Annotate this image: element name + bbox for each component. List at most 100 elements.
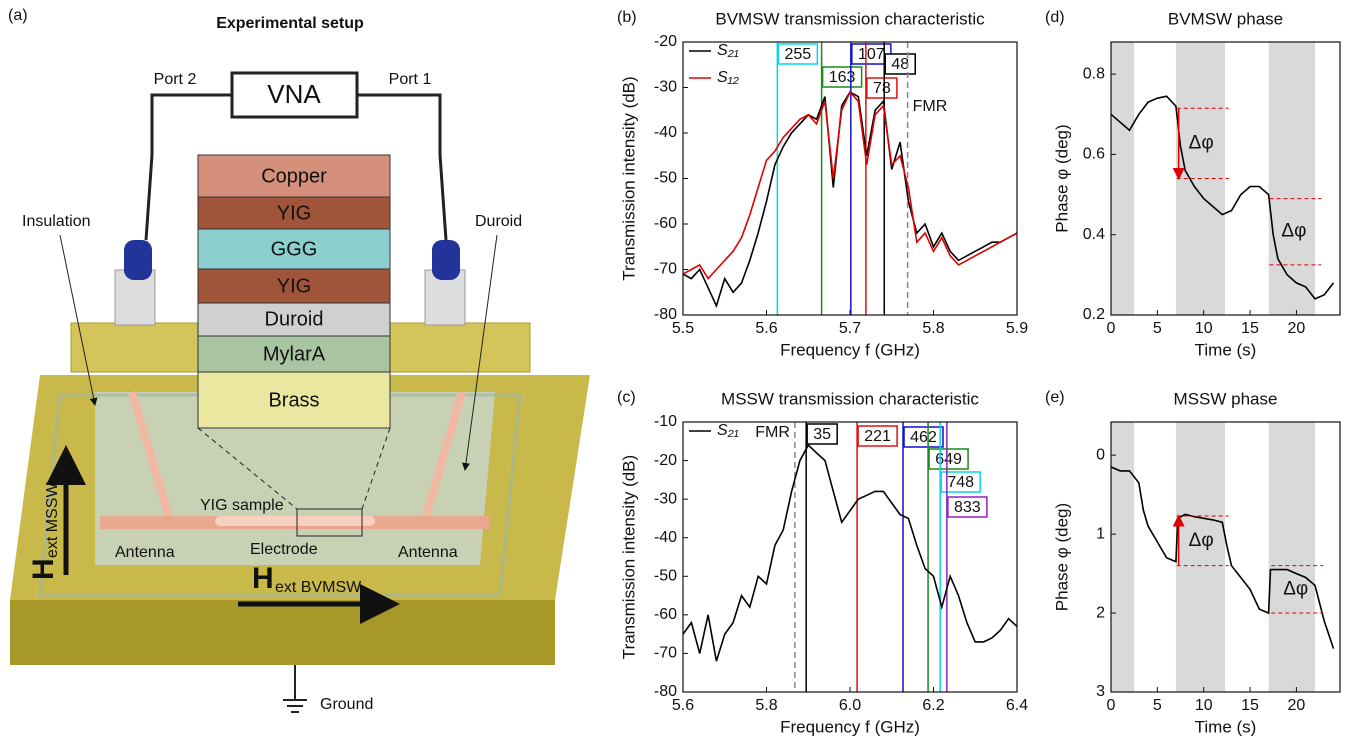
marker-label: 833 bbox=[954, 499, 981, 516]
annotation-label: Δφ bbox=[1189, 132, 1214, 153]
x-tick-label: 10 bbox=[1195, 320, 1213, 337]
y-tick-label: -20 bbox=[654, 33, 677, 50]
electrode-label: Electrode bbox=[250, 541, 318, 558]
ground-label: Ground bbox=[320, 696, 373, 713]
y-tick-label: 0.8 bbox=[1083, 65, 1105, 82]
y-tick-label: 0.6 bbox=[1083, 146, 1105, 163]
layer-label: MylarA bbox=[263, 343, 326, 365]
y-tick-label: -30 bbox=[654, 79, 677, 96]
connector-cap bbox=[124, 240, 152, 280]
x-tick-label: 15 bbox=[1241, 320, 1259, 337]
y-tick-label: 0.2 bbox=[1083, 306, 1105, 323]
x-tick-label: 15 bbox=[1241, 697, 1259, 714]
x-tick-label: 5.8 bbox=[755, 697, 777, 714]
marker-label: 107 bbox=[858, 46, 885, 63]
panel-label: (c) bbox=[617, 389, 636, 406]
panel-label: (a) bbox=[8, 7, 28, 24]
legend-label: S₂₁ bbox=[717, 42, 739, 59]
x-tick-label: 20 bbox=[1288, 320, 1306, 337]
insulation-label: Insulation bbox=[22, 213, 91, 230]
x-axis-title: Frequency f (GHz) bbox=[780, 340, 920, 359]
series-line bbox=[683, 92, 1017, 306]
x-tick-label: 6.2 bbox=[922, 697, 944, 714]
marker-label: 649 bbox=[935, 451, 962, 468]
antenna-label: Antenna bbox=[115, 544, 175, 561]
y-axis-title: Phase φ (deg) bbox=[1052, 124, 1071, 232]
annotation-label: Δφ bbox=[1283, 578, 1308, 599]
layer-label: GGG bbox=[271, 238, 318, 260]
y-tick-label: -30 bbox=[654, 490, 677, 507]
x-tick-label: 0 bbox=[1107, 697, 1116, 714]
x-tick-label: 6.4 bbox=[1006, 697, 1028, 714]
y-tick-label: 3 bbox=[1096, 683, 1105, 700]
panel-label: (e) bbox=[1045, 389, 1065, 406]
y-tick-label: -40 bbox=[654, 529, 677, 546]
y-tick-label: -80 bbox=[654, 306, 677, 323]
x-tick-label: 0 bbox=[1107, 320, 1116, 337]
y-tick-label: 1 bbox=[1096, 525, 1105, 542]
panel-label: (b) bbox=[617, 9, 637, 26]
y-tick-label: -10 bbox=[654, 413, 677, 430]
h-symbol: H bbox=[252, 562, 274, 595]
x-tick-label: 5.8 bbox=[922, 320, 944, 337]
y-tick-label: -40 bbox=[654, 124, 677, 141]
legend-label: S₁₂ bbox=[717, 69, 739, 86]
figure: (a) Experimental setup VNA Port 2 Port 1… bbox=[0, 0, 1354, 750]
panel-label: (d) bbox=[1045, 9, 1065, 26]
chart-title: BVMSW phase bbox=[1168, 9, 1283, 28]
y-tick-label: 0.4 bbox=[1083, 226, 1105, 243]
marker-label: 78 bbox=[873, 80, 891, 97]
marker-label: 255 bbox=[785, 46, 812, 63]
y-tick-label: -60 bbox=[654, 606, 677, 623]
marker-label: 48 bbox=[891, 56, 909, 73]
shaded-band bbox=[1111, 42, 1134, 315]
layer-label: Copper bbox=[261, 165, 327, 187]
y-axis-title: Phase φ (deg) bbox=[1052, 503, 1071, 611]
y-tick-label: -60 bbox=[654, 215, 677, 232]
base-front bbox=[10, 600, 555, 665]
setup-diagram: (a) Experimental setup VNA Port 2 Port 1… bbox=[8, 7, 590, 713]
shaded-band bbox=[1269, 422, 1315, 692]
electrode bbox=[215, 516, 375, 526]
y-tick-label: -80 bbox=[654, 683, 677, 700]
x-axis-title: Time (s) bbox=[1195, 340, 1257, 359]
y-tick-label: -50 bbox=[654, 170, 677, 187]
layer-label: Duroid bbox=[265, 308, 324, 330]
x-axis-title: Frequency f (GHz) bbox=[780, 717, 920, 736]
y-axis-title: Transmission intensity (dB) bbox=[619, 76, 638, 280]
shaded-band bbox=[1111, 422, 1134, 692]
marker-label: 35 bbox=[813, 426, 831, 443]
x-tick-label: 5 bbox=[1153, 697, 1162, 714]
h-subscript: ext MSSW bbox=[44, 482, 61, 558]
legend-label: S₂₁ bbox=[717, 422, 739, 439]
marker-label: 462 bbox=[910, 429, 937, 446]
marker-label: FMR bbox=[755, 424, 790, 441]
h-symbol: H bbox=[27, 558, 60, 580]
shaded-band bbox=[1176, 422, 1225, 692]
sample-label: YIG sample bbox=[200, 497, 284, 514]
x-tick-label: 5.9 bbox=[1006, 320, 1028, 337]
y-tick-label: -70 bbox=[654, 645, 677, 662]
h-subscript: ext BVMSW bbox=[275, 579, 362, 596]
x-tick-label: 10 bbox=[1195, 697, 1213, 714]
y-tick-label: -50 bbox=[654, 568, 677, 585]
x-tick-label: 5.6 bbox=[755, 320, 777, 337]
diagram-title: Experimental setup bbox=[216, 15, 364, 32]
connector-cap bbox=[432, 240, 460, 280]
port-label: Port 2 bbox=[154, 71, 197, 88]
marker-label: FMR bbox=[913, 98, 948, 115]
y-tick-label: -70 bbox=[654, 261, 677, 278]
chart-title: MSSW phase bbox=[1174, 389, 1278, 408]
layer-label: YIG bbox=[277, 275, 311, 297]
x-tick-label: 6.0 bbox=[839, 697, 861, 714]
series-line bbox=[683, 92, 1017, 279]
x-tick-label: 20 bbox=[1288, 697, 1306, 714]
antenna-label: Antenna bbox=[398, 544, 458, 561]
duroid-label: Duroid bbox=[475, 213, 522, 230]
vna-label: VNA bbox=[267, 79, 321, 109]
y-tick-label: 0 bbox=[1096, 446, 1105, 463]
marker-label: 221 bbox=[864, 428, 891, 445]
x-tick-label: 5 bbox=[1153, 320, 1162, 337]
port-label: Port 1 bbox=[389, 71, 432, 88]
annotation-label: Δφ bbox=[1281, 221, 1306, 242]
